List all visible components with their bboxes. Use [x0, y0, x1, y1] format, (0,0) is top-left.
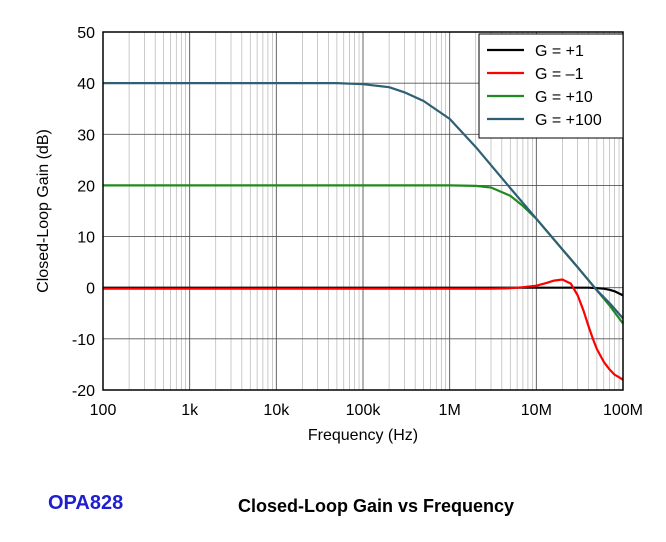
y-tick-label: 50	[77, 25, 95, 42]
y-axis-label: Closed-Loop Gain (dB)	[35, 129, 52, 293]
x-tick-label: 100	[90, 402, 117, 419]
series-lines	[103, 81, 624, 381]
closed-loop-gain-chart: 100 1k 10k 100k 1M 10M 100M -20 -10 0 10 20 30 40 50 G…	[35, 25, 643, 444]
tick-labels: 100 1k 10k 100k 1M 10M 100M -20 -10 0 10 20 30 40 50	[72, 25, 643, 419]
legend: G = +1 G = –1 G = +10 G = +100	[478, 33, 624, 139]
y-tick-label: 0	[86, 281, 95, 298]
part-number: OPA828	[48, 492, 124, 514]
chart-caption: Closed-Loop Gain vs Frequency	[238, 496, 515, 516]
y-tick-label: -10	[72, 332, 95, 349]
x-tick-label: 10k	[263, 402, 290, 419]
y-tick-label: 30	[77, 127, 95, 144]
x-tick-label: 100k	[346, 402, 382, 419]
x-tick-label: 10M	[521, 402, 552, 419]
legend-entry: G = +10	[535, 89, 593, 106]
legend-entry: G = +100	[535, 112, 602, 129]
x-tick-label: 1M	[439, 402, 461, 419]
y-tick-label: 20	[77, 178, 95, 195]
legend-entry: G = –1	[535, 66, 584, 83]
series-line	[103, 81, 624, 320]
x-tick-label: 100M	[603, 402, 643, 419]
x-axis-label: Frequency (Hz)	[308, 427, 418, 444]
series-line	[103, 278, 624, 381]
grid	[102, 31, 624, 391]
y-tick-label: -20	[72, 383, 95, 400]
plot-frame	[102, 31, 624, 391]
legend-entry: G = +1	[535, 43, 584, 60]
x-tick-label: 1k	[181, 402, 199, 419]
y-tick-label: 10	[77, 230, 95, 247]
y-tick-label: 40	[77, 76, 95, 93]
legend-box	[478, 33, 624, 139]
